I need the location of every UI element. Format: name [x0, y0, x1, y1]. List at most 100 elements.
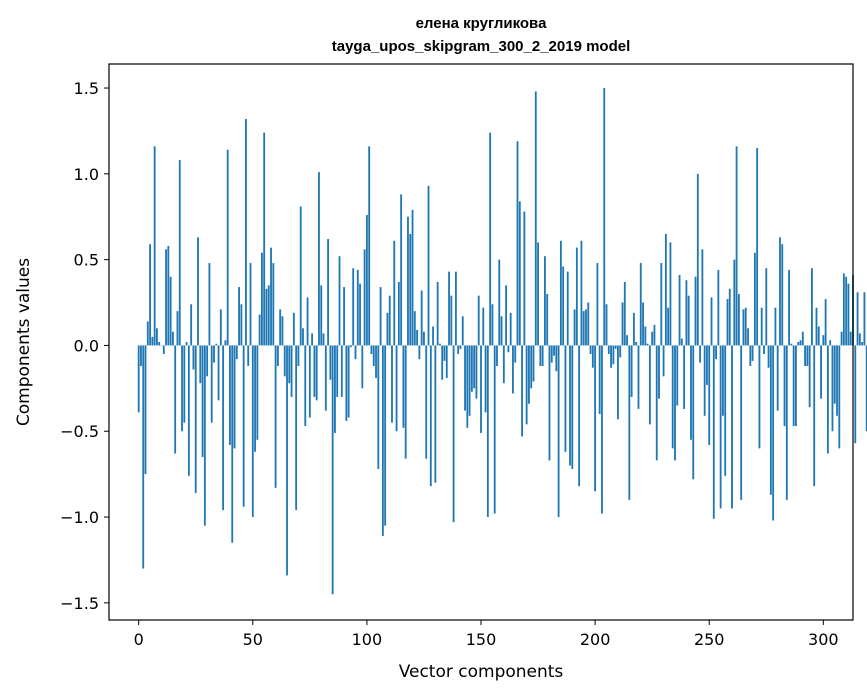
bar [537, 242, 539, 346]
bar [842, 273, 845, 346]
bar [767, 345, 770, 368]
bar [699, 345, 702, 363]
bar [603, 88, 606, 346]
bar [587, 302, 590, 346]
bar [402, 345, 405, 428]
chart-subtitle: tayga_upos_skipgram_300_2_2019 model [332, 38, 631, 55]
bar [692, 345, 695, 480]
bar [571, 345, 574, 469]
bar [719, 345, 722, 509]
bar [633, 312, 635, 346]
bar [596, 263, 599, 346]
bar [710, 297, 713, 346]
bar [731, 345, 733, 509]
bar [235, 345, 238, 360]
bar [165, 249, 167, 346]
bar [194, 345, 197, 494]
bar [550, 345, 553, 363]
bar [409, 233, 412, 346]
bar [197, 237, 199, 346]
bar [256, 345, 259, 440]
bar [626, 335, 628, 346]
bar [774, 307, 777, 346]
bar [715, 345, 717, 360]
bar [475, 345, 478, 399]
y-tick-label: −1.0 [60, 508, 99, 527]
bar [831, 345, 834, 432]
bar [370, 345, 373, 355]
bar [822, 335, 825, 346]
bar [450, 295, 453, 346]
bar [801, 331, 804, 346]
bar [498, 259, 501, 346]
bar [413, 311, 416, 346]
bar [276, 345, 279, 367]
bar [491, 304, 494, 346]
bar [254, 345, 256, 452]
bar [363, 249, 366, 346]
bar [726, 299, 729, 346]
bar [621, 302, 624, 346]
bar [585, 309, 587, 346]
bar [327, 239, 330, 346]
bar [350, 345, 352, 348]
bar [388, 295, 391, 346]
bar [614, 345, 617, 349]
bar [623, 281, 626, 346]
bar [240, 304, 243, 346]
bar [375, 345, 377, 379]
bar [151, 336, 154, 346]
x-tick-label: 200 [580, 630, 611, 649]
bar [694, 276, 697, 346]
bar [804, 345, 806, 367]
bar [181, 345, 183, 432]
bar [436, 281, 439, 346]
bar [747, 328, 749, 346]
bar [742, 309, 745, 346]
bar [651, 331, 654, 346]
bar [617, 345, 619, 420]
x-tick-label: 300 [808, 630, 839, 649]
bar [242, 345, 245, 507]
bar [137, 345, 140, 413]
bar [546, 293, 549, 346]
bar [507, 345, 510, 353]
bar [509, 312, 512, 346]
bar [758, 345, 761, 449]
bar [377, 345, 380, 469]
bar [213, 345, 215, 363]
bar [861, 342, 864, 346]
bar [384, 345, 387, 526]
bar [286, 345, 288, 576]
chart-title: елена кругликова [416, 15, 548, 32]
bar [820, 345, 822, 399]
bar [274, 345, 277, 488]
bar [459, 345, 462, 349]
bar [610, 345, 612, 368]
bar [443, 345, 446, 361]
bar [865, 345, 867, 432]
bar [397, 281, 400, 346]
bar [658, 345, 660, 399]
bar [448, 271, 450, 346]
bar [146, 321, 149, 346]
bar [420, 290, 423, 346]
bar [183, 345, 186, 423]
bar [808, 345, 811, 408]
bar [270, 247, 272, 346]
bar [856, 292, 859, 346]
bar [740, 345, 743, 500]
bar [653, 324, 656, 346]
x-axis-ticks: 0 50 100 150 200 250 300 [134, 620, 839, 649]
bar [518, 201, 521, 346]
bar [785, 345, 788, 500]
bar [817, 326, 820, 346]
bar [381, 345, 384, 536]
bar [680, 338, 683, 346]
bar [416, 329, 419, 346]
bar [263, 132, 266, 346]
bar [696, 173, 699, 346]
bar [224, 340, 227, 346]
bar [283, 345, 286, 377]
